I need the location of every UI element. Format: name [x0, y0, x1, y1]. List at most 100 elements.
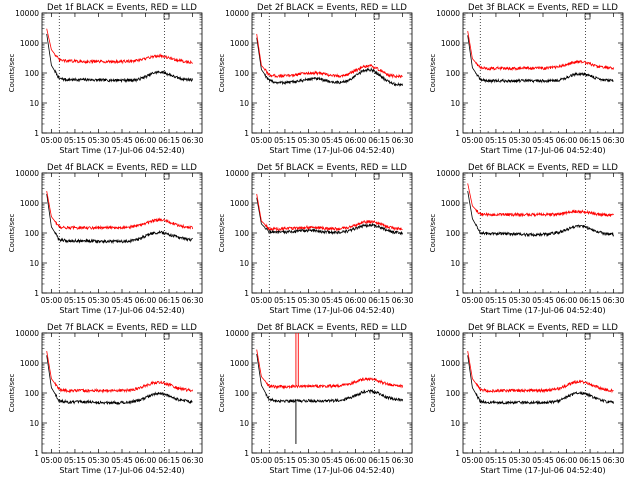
x-tick-label: 05:30 [509, 456, 531, 465]
y-axis-title: Counts/sec [218, 374, 226, 413]
chart-title: Det 8f BLACK = Events, RED = LLD [257, 323, 407, 333]
y-tick-label: 100 [446, 69, 461, 78]
y-tick-label: 1 [455, 289, 460, 298]
y-tick-label: 10 [29, 259, 39, 268]
x-tick-label: 06:00 [345, 456, 367, 465]
x-tick-label: 05:00 [462, 136, 484, 145]
y-tick-label: 1000 [230, 359, 249, 368]
chart-title: Det 2f BLACK = Events, RED = LLD [257, 3, 407, 13]
x-tick-label: 06:15 [368, 296, 390, 305]
chart-title: Det 1f BLACK = Events, RED = LLD [47, 3, 197, 13]
y-tick-label: 1000 [20, 39, 39, 48]
y-tick-label: 10000 [15, 329, 39, 338]
y-tick-label: 10 [29, 99, 39, 108]
x-tick-label: 06:30 [603, 136, 625, 145]
chart-title: Det 9f BLACK = Events, RED = LLD [468, 323, 618, 333]
x-tick-label: 06:15 [158, 296, 180, 305]
y-tick-label: 1 [455, 129, 460, 138]
x-axis-title: Start Time (17-Jul-06 04:52:40) [59, 306, 184, 315]
x-tick-label: 05:15 [274, 456, 296, 465]
series-lld-line [46, 190, 193, 231]
series-events-line [256, 37, 403, 87]
y-tick-label: 10000 [15, 9, 39, 18]
x-tick-label: 05:30 [509, 136, 531, 145]
x-tick-label: 06:30 [392, 296, 414, 305]
y-tick-label: 1000 [441, 359, 460, 368]
x-tick-label: 06:15 [368, 136, 390, 145]
chart-title: Det 3f BLACK = Events, RED = LLD [468, 3, 618, 13]
series-events-line [256, 197, 403, 236]
x-tick-label: 05:00 [251, 296, 273, 305]
x-tick-label: 06:30 [392, 456, 414, 465]
y-tick-label: 10000 [436, 169, 460, 178]
chart-panel-2: Det 2f BLACK = Events, RED = LLD 1 10 100 10… [218, 3, 414, 155]
y-tick-label: 10 [29, 419, 39, 428]
x-tick-label: 05:00 [41, 136, 63, 145]
y-tick-label: 10000 [436, 329, 460, 338]
x-tick-label: 06:15 [579, 136, 601, 145]
chart-panel-8: Det 8f BLACK = Events, RED = LLD 1 10 100 10… [218, 323, 414, 475]
marker-square [584, 173, 591, 180]
y-tick-label: 100 [446, 229, 461, 238]
series-lld-line [467, 183, 614, 218]
chart-panel-5: Det 5f BLACK = Events, RED = LLD 1 10 100 10… [218, 163, 414, 315]
chart-panel-3: Det 3f BLACK = Events, RED = LLD 1 10 100 10… [429, 3, 625, 155]
x-tick-label: 05:15 [64, 296, 86, 305]
x-tick-label: 06:15 [579, 296, 601, 305]
x-tick-label: 06:30 [603, 456, 625, 465]
y-tick-label: 100 [235, 229, 250, 238]
series-lld-line [256, 349, 403, 390]
y-axis-title: Counts/sec [429, 214, 437, 253]
y-tick-label: 10 [450, 419, 460, 428]
x-axis-title: Start Time (17-Jul-06 04:52:40) [59, 146, 184, 155]
x-tick-label: 06:00 [135, 136, 157, 145]
x-tick-label: 06:00 [345, 136, 367, 145]
y-tick-label: 100 [25, 229, 40, 238]
y-axis-title: Counts/sec [429, 54, 437, 93]
y-tick-label: 1000 [441, 199, 460, 208]
x-tick-label: 05:15 [485, 456, 507, 465]
x-tick-label: 06:00 [556, 136, 578, 145]
x-tick-label: 05:00 [462, 456, 484, 465]
chart-panel-1: Det 1f BLACK = Events, RED = LLD 1 10 100 10… [8, 3, 204, 155]
y-tick-label: 1000 [20, 359, 39, 368]
x-axis-title: Start Time (17-Jul-06 04:52:40) [269, 306, 394, 315]
marker-square [584, 333, 591, 340]
y-axis-title: Counts/sec [8, 54, 16, 93]
x-axis-title: Start Time (17-Jul-06 04:52:40) [480, 306, 605, 315]
y-tick-label: 100 [446, 389, 461, 398]
y-tick-label: 1 [34, 129, 39, 138]
series-events-line [46, 193, 193, 245]
y-tick-label: 10 [239, 99, 249, 108]
y-tick-label: 1 [34, 289, 39, 298]
series-lld-line [46, 350, 193, 394]
x-tick-label: 06:30 [182, 296, 204, 305]
chart-panel-7: Det 7f BLACK = Events, RED = LLD 1 10 100 10… [8, 323, 204, 475]
series-lld-line [46, 28, 193, 65]
x-tick-label: 05:00 [41, 296, 63, 305]
x-tick-label: 06:00 [345, 296, 367, 305]
y-axis-title: Counts/sec [8, 374, 16, 413]
x-tick-label: 06:15 [368, 456, 390, 465]
plot-frame [41, 172, 203, 294]
series-lld-line [256, 33, 403, 79]
x-tick-label: 05:00 [462, 296, 484, 305]
x-tick-label: 05:45 [532, 456, 554, 465]
marker-square [584, 13, 591, 20]
y-tick-label: 1000 [20, 199, 39, 208]
y-tick-label: 100 [25, 389, 40, 398]
x-tick-label: 05:00 [251, 456, 273, 465]
x-tick-label: 05:15 [485, 136, 507, 145]
x-tick-label: 05:30 [509, 296, 531, 305]
marker-square [373, 13, 380, 20]
x-tick-label: 06:30 [182, 456, 204, 465]
x-tick-label: 05:30 [88, 456, 110, 465]
series-events-line [467, 35, 614, 84]
series-events-line [46, 355, 193, 406]
x-tick-label: 05:00 [251, 136, 273, 145]
x-tick-label: 06:15 [158, 136, 180, 145]
x-tick-label: 05:15 [485, 296, 507, 305]
x-axis-title: Start Time (17-Jul-06 04:52:40) [269, 146, 394, 155]
y-tick-label: 10000 [436, 9, 460, 18]
